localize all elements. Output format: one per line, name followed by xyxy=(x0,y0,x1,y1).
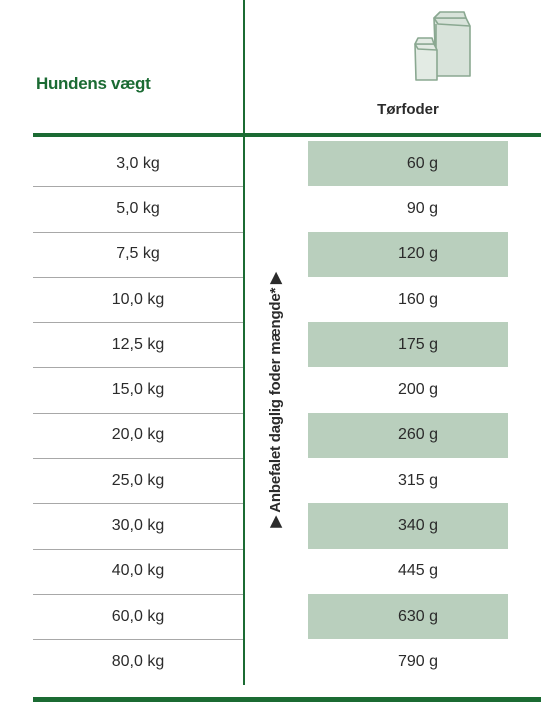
dog-weight-cell: 60,0 kg xyxy=(111,607,165,625)
row-separator xyxy=(33,412,243,414)
dog-weight-cell: 80,0 kg xyxy=(111,652,165,670)
dry-food-amount: 175 g xyxy=(397,335,438,353)
dry-food-cell: 630 g xyxy=(308,593,508,640)
dry-food-cell: 160 g xyxy=(308,277,508,322)
dry-food-cell: 200 g xyxy=(308,367,508,412)
row-separator xyxy=(33,186,243,188)
vertical-divider xyxy=(243,137,245,685)
dog-weight-cell: 3,0 kg xyxy=(116,154,160,172)
dry-food-cell: 60 g xyxy=(308,141,508,187)
table-row: 5,0 kg 90 g xyxy=(0,186,541,233)
feeding-table: 3,0 kg 60 g 5,0 kg 90 g 7,5 kg 120 g 10,0 kg 16… xyxy=(0,141,541,685)
dry-food-cell: 90 g xyxy=(308,186,508,231)
table-row: 40,0 kg 445 g xyxy=(0,549,541,595)
row-separator xyxy=(33,503,243,505)
dry-food-amount: 160 g xyxy=(397,290,438,308)
recommended-amount-label: ▶ Anbefalet daglig foder mængde* ▶ xyxy=(267,272,284,528)
dry-food-cell: 445 g xyxy=(308,549,508,594)
row-separator xyxy=(33,276,243,278)
row-separator xyxy=(33,639,243,641)
vertical-divider-top xyxy=(243,0,245,133)
table-row: 15,0 kg 200 g xyxy=(0,367,541,414)
dog-weight-cell: 7,5 kg xyxy=(116,245,160,263)
recommended-amount-label-area: ▶ Anbefalet daglig foder mængde* ▶ xyxy=(244,137,306,685)
dry-food-cell: 790 g xyxy=(308,639,508,684)
table-row: 3,0 kg 60 g xyxy=(0,141,541,188)
dry-food-cell: 260 g xyxy=(308,412,508,459)
dog-weight-cell: 10,0 kg xyxy=(111,290,165,308)
row-separator xyxy=(33,322,243,324)
table-row: 30,0 kg 340 g xyxy=(0,503,541,550)
dry-food-cell: 120 g xyxy=(308,231,508,277)
row-separator xyxy=(33,548,243,550)
dry-food-amount: 200 g xyxy=(397,381,438,399)
dry-food-amount: 340 g xyxy=(397,517,438,535)
row-separator xyxy=(33,231,243,233)
footer-rule xyxy=(33,697,541,702)
dry-food-amount: 630 g xyxy=(397,607,438,625)
dog-weight-cell: 15,0 kg xyxy=(111,381,165,399)
dry-food-amount: 790 g xyxy=(397,652,438,670)
table-row: 20,0 kg 260 g xyxy=(0,412,541,460)
dry-food-amount: 445 g xyxy=(397,562,438,580)
dry-food-amount: 315 g xyxy=(397,471,438,489)
food-column-header: Tørfoder xyxy=(377,101,439,118)
dry-food-amount: 260 g xyxy=(397,426,438,444)
table-row: 25,0 kg 315 g xyxy=(0,458,541,505)
header-rule xyxy=(33,133,541,137)
dry-food-cell: 340 g xyxy=(308,503,508,549)
table-row: 12,5 kg 175 g xyxy=(0,322,541,369)
dry-food-amount: 120 g xyxy=(397,245,438,263)
row-separator xyxy=(33,367,243,369)
dog-weight-cell: 30,0 kg xyxy=(111,517,165,535)
row-separator xyxy=(33,593,243,595)
dog-weight-cell: 12,5 kg xyxy=(111,335,165,353)
weight-column-header: Hundens vægt xyxy=(36,74,151,93)
dog-weight-cell: 20,0 kg xyxy=(111,426,165,444)
dog-weight-cell: 5,0 kg xyxy=(116,199,160,217)
table-row: 10,0 kg 160 g xyxy=(0,277,541,324)
table-row: 60,0 kg 630 g xyxy=(0,593,541,641)
table-row: 80,0 kg 790 g xyxy=(0,639,541,684)
dry-food-cell: 175 g xyxy=(308,322,508,368)
table-row: 7,5 kg 120 g xyxy=(0,231,541,278)
dry-food-amount: 60 g xyxy=(406,154,438,172)
row-separator xyxy=(33,458,243,460)
dry-food-amount: 90 g xyxy=(406,199,438,217)
dog-weight-cell: 25,0 kg xyxy=(111,471,165,489)
dry-food-cell: 315 g xyxy=(308,458,508,503)
food-bag-icon xyxy=(414,11,471,81)
dog-weight-cell: 40,0 kg xyxy=(111,562,165,580)
